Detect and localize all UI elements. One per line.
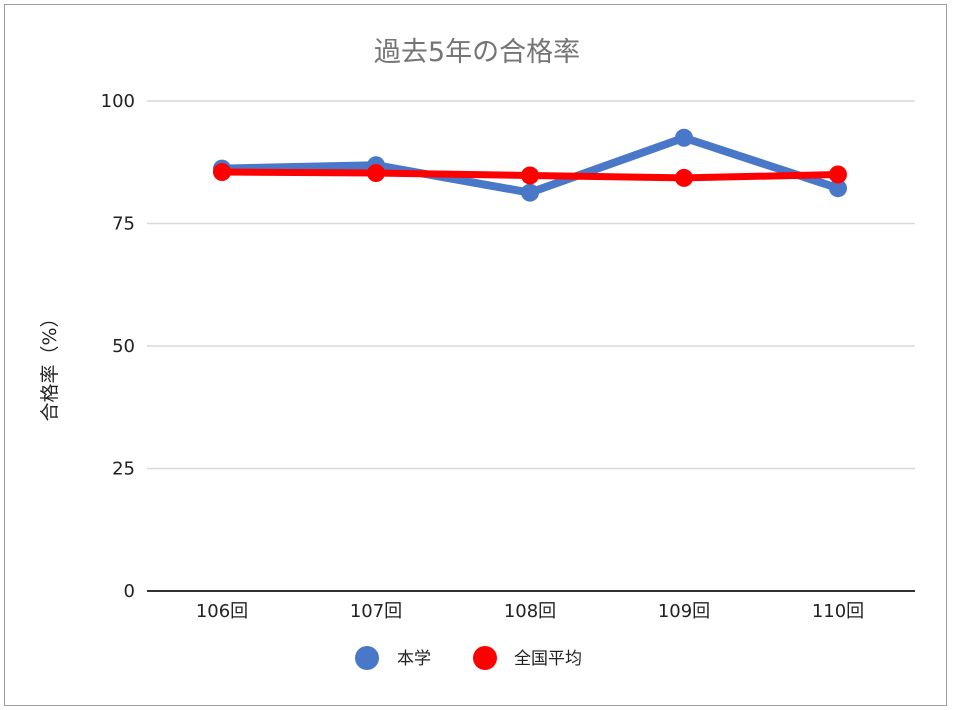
- series-1: [213, 163, 847, 187]
- legend-label-1: 全国平均: [514, 649, 582, 669]
- series-0-point-4: [829, 179, 847, 198]
- y-axis-ticks: 0 25 50 75 100: [101, 91, 135, 602]
- legend-marker-1: [473, 646, 497, 670]
- series-0: [213, 128, 847, 202]
- x-tick-label-2: 108回: [504, 601, 556, 622]
- y-tick-label-2: 50: [112, 336, 135, 357]
- series-layer: [213, 128, 847, 202]
- series-1-point-4: [829, 165, 847, 184]
- series-0-point-2: [521, 183, 539, 202]
- x-axis-ticks: 106回 107回 108回 109回 110回: [196, 601, 864, 622]
- y-axis-label: 合格率（%）: [39, 308, 61, 421]
- y-tick-label-0: 0: [124, 581, 135, 602]
- y-tick-label-1: 25: [112, 459, 135, 480]
- legend: 本学 全国平均: [355, 646, 582, 670]
- x-tick-label-1: 107回: [350, 601, 402, 622]
- series-1-point-1: [367, 164, 385, 183]
- series-1-point-3: [675, 168, 693, 187]
- y-tick-label-3: 75: [112, 214, 135, 235]
- y-tick-label-4: 100: [101, 91, 135, 112]
- legend-item-1[interactable]: 全国平均: [473, 646, 582, 670]
- series-0-point-3: [675, 128, 693, 147]
- legend-label-0: 本学: [397, 649, 431, 669]
- chart-title: 過去5年の合格率: [374, 37, 580, 68]
- x-tick-label-4: 110回: [812, 601, 864, 622]
- series-1-point-0: [213, 163, 231, 182]
- chart-frame: [4, 4, 947, 706]
- legend-marker-0: [355, 646, 379, 670]
- grid-lines: [147, 100, 915, 592]
- series-1-point-2: [521, 166, 539, 185]
- x-tick-label-0: 106回: [196, 601, 248, 622]
- x-tick-label-3: 109回: [658, 601, 710, 622]
- legend-item-0[interactable]: 本学: [355, 646, 431, 670]
